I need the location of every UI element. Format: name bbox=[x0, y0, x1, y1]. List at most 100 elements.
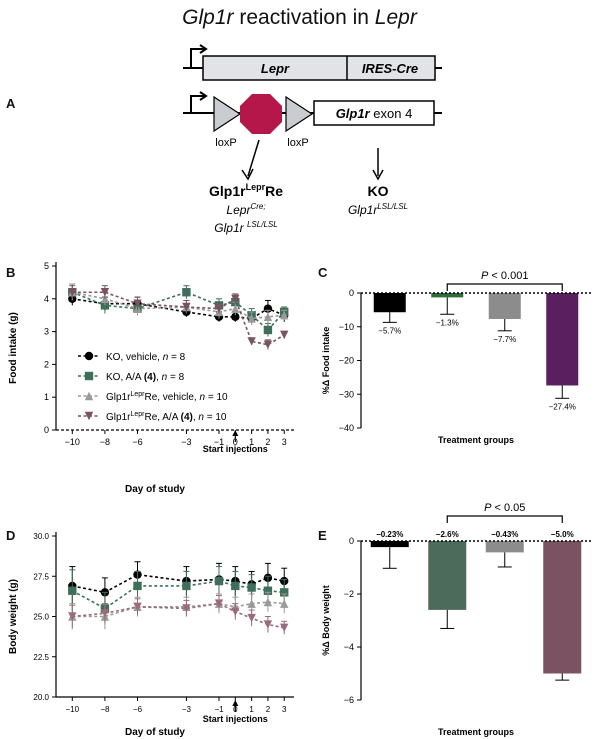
significance-label: P < 0.001 bbox=[481, 270, 528, 282]
y-tick-label: −4 bbox=[344, 642, 354, 652]
value-label: −0.43% bbox=[491, 530, 518, 539]
x-tick-label: −6 bbox=[132, 437, 142, 447]
legend-label: KO, vehicle, n = 8 bbox=[106, 352, 186, 363]
data-point bbox=[263, 340, 273, 349]
x-tick-label: 1 bbox=[249, 437, 254, 447]
y-tick-label: −2 bbox=[344, 589, 354, 599]
y-tick-label: 30.0 bbox=[33, 532, 49, 541]
panel-letter-e: E bbox=[318, 528, 327, 543]
significance-label: P < 0.05 bbox=[484, 502, 525, 514]
start-arrowhead-icon bbox=[232, 700, 239, 706]
data-point bbox=[247, 613, 256, 623]
re-label: Glp1rLeprRe bbox=[209, 182, 283, 199]
x-tick-label: 1 bbox=[249, 705, 254, 714]
y-tick-label: 0 bbox=[349, 288, 354, 298]
data-point bbox=[247, 314, 256, 323]
y-tick-label: 22.5 bbox=[33, 653, 49, 662]
bar bbox=[485, 541, 524, 553]
series-line bbox=[72, 602, 285, 629]
legend-label: Glp1rLeprRe, A/A (4), n = 10 bbox=[106, 411, 227, 423]
x-tick-label: −3 bbox=[181, 437, 191, 447]
data-point bbox=[263, 586, 273, 595]
value-label: −0.23% bbox=[376, 530, 403, 539]
ko-label: KO bbox=[368, 183, 389, 199]
construct-diagram: Lepr IRES-Cre Glp1r exon 4 loxP loxP Glp… bbox=[183, 44, 442, 235]
y-tick-label: 1 bbox=[44, 392, 49, 402]
y-tick-label: −20 bbox=[339, 356, 354, 366]
x-tick-label: −8 bbox=[100, 705, 110, 714]
x-axis-label: Treatment groups bbox=[438, 727, 514, 737]
data-point bbox=[68, 288, 77, 297]
start-injections-label: Start injections bbox=[203, 714, 268, 724]
bar bbox=[370, 541, 409, 548]
significance-bracket bbox=[446, 515, 563, 523]
y-tick-label: −30 bbox=[339, 389, 354, 399]
data-point bbox=[100, 288, 110, 297]
data-point bbox=[247, 337, 256, 346]
series-line bbox=[71, 580, 285, 610]
arrow-to-re bbox=[247, 139, 260, 177]
re-genotype-1: LeprCre; bbox=[226, 202, 265, 217]
bar bbox=[546, 293, 579, 386]
y-tick-label: 25.0 bbox=[33, 613, 49, 622]
x-axis-label: Day of study bbox=[125, 727, 185, 738]
y-axis-label: Body weight (g) bbox=[8, 579, 19, 654]
data-point bbox=[280, 588, 289, 597]
y-axis-label: Food intake (g) bbox=[8, 312, 19, 384]
data-point bbox=[280, 330, 289, 340]
ko-genotype: Glp1rLSL/LSL bbox=[348, 202, 408, 217]
y-tick-label: −10 bbox=[339, 322, 354, 332]
food-intake-change-bar-chart: 0 −10 −20 −30 −40 −5.7% −1.3% −7.7% −27.4% P < 0.… bbox=[321, 270, 591, 445]
title-gene: Glp1r bbox=[182, 6, 234, 29]
exon-box bbox=[313, 100, 435, 126]
re-genotype-2: Glp1r LSL/LSL bbox=[214, 220, 277, 235]
stop-octagon-icon bbox=[240, 94, 282, 134]
bar bbox=[373, 293, 406, 313]
x-tick-label: −1 bbox=[214, 705, 224, 714]
panel-letter-a: A bbox=[6, 96, 16, 111]
y-tick-label: 4 bbox=[44, 294, 49, 304]
data-point bbox=[231, 312, 240, 322]
x-tick-label: 2 bbox=[266, 705, 271, 714]
series-line bbox=[72, 298, 285, 320]
y-tick-label: −40 bbox=[339, 423, 354, 433]
data-point bbox=[182, 288, 191, 297]
body-weight-line-chart: 20.022.525.027.530.0−10−8−6−3−10123Body … bbox=[8, 532, 294, 738]
y-tick-label: −6 bbox=[344, 695, 354, 705]
data-point bbox=[231, 581, 240, 591]
y-axis-label: %Δ Body weight bbox=[321, 585, 331, 655]
data-point bbox=[100, 294, 110, 303]
y-axis-label: %Δ Food intake bbox=[321, 327, 331, 394]
title-mid: reactivation in bbox=[233, 6, 375, 29]
data-point bbox=[133, 602, 142, 612]
data-point bbox=[214, 599, 224, 608]
bar bbox=[543, 541, 582, 674]
x-tick-label: 3 bbox=[282, 437, 287, 447]
data-point bbox=[182, 302, 191, 312]
data-point bbox=[280, 599, 289, 608]
data-point bbox=[247, 599, 256, 608]
data-point bbox=[100, 609, 110, 618]
x-tick-label: −10 bbox=[66, 705, 80, 714]
data-point bbox=[214, 576, 224, 586]
legend-marker bbox=[84, 411, 94, 421]
legend-label: KO, A/A (4), n = 8 bbox=[106, 372, 185, 383]
lepr-label: Lepr bbox=[261, 61, 290, 76]
value-label: −7.7% bbox=[493, 335, 516, 344]
bar bbox=[488, 293, 521, 319]
series-3 bbox=[68, 595, 289, 635]
legend-label: Glp1rLeprRe, vehicle, n = 10 bbox=[106, 391, 228, 403]
start-injections-label: Start injections bbox=[203, 444, 268, 454]
data-point bbox=[68, 612, 77, 621]
significance-bracket bbox=[446, 283, 563, 291]
loxp-triangle-icon bbox=[213, 95, 242, 133]
title-gene2: Lepr bbox=[374, 6, 417, 29]
y-tick-label: 3 bbox=[44, 327, 49, 337]
legend-marker bbox=[84, 371, 94, 381]
loxp-label-2: loxP bbox=[287, 137, 308, 149]
series-line bbox=[72, 573, 285, 594]
data-point bbox=[247, 583, 256, 592]
data-point bbox=[133, 581, 142, 591]
data-point bbox=[280, 623, 289, 632]
